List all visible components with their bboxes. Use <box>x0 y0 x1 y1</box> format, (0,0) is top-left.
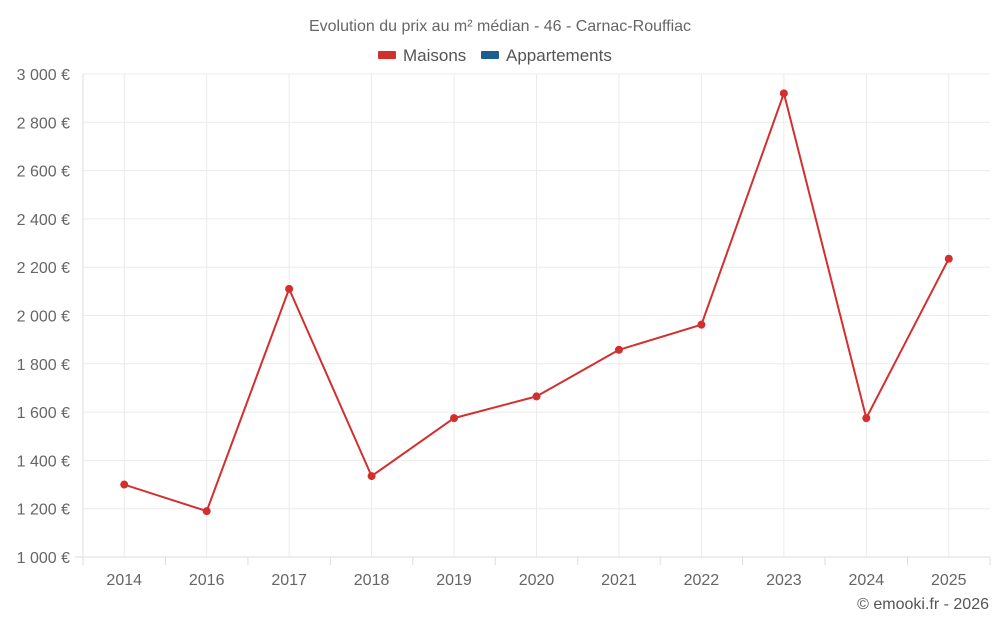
credit-text: © emooki.fr - 2026 <box>857 596 989 613</box>
data-point-maisons-2022[interactable] <box>697 320 706 329</box>
y-tick-labels: 1 000 € 1 200 € 1 400 € 1 600 € 1 800 € 2 000… <box>17 67 70 567</box>
x-tick-label: 2023 <box>766 572 802 589</box>
y-tick-label: 1 600 € <box>17 405 70 422</box>
data-point-maisons-2024[interactable] <box>862 414 871 423</box>
data-point-maisons-2014[interactable] <box>120 480 129 489</box>
y-tick-label: 1 800 € <box>17 357 70 374</box>
x-tick-labels: 2014 2016 2017 2018 2019 2020 2021 2022 2023 2024… <box>106 572 966 589</box>
chart-title: Evolution du prix au m² médian - 46 - Ca… <box>309 18 691 35</box>
x-tick-label: 2024 <box>849 572 885 589</box>
series-maisons <box>120 89 953 516</box>
y-tick-label: 1 400 € <box>17 453 70 470</box>
data-point-maisons-2023[interactable] <box>779 89 788 98</box>
y-tick-label: 1 200 € <box>17 502 70 519</box>
grid <box>83 73 990 557</box>
data-point-maisons-2019[interactable] <box>450 414 459 423</box>
data-point-maisons-2020[interactable] <box>532 392 541 401</box>
legend-swatch-maisons <box>378 51 396 59</box>
chart-legend: Maisons Appartements <box>378 46 612 65</box>
data-point-maisons-2021[interactable] <box>614 345 623 354</box>
data-point-maisons-2016[interactable] <box>202 507 211 516</box>
y-tick-label: 2 600 € <box>17 164 70 181</box>
x-tick-label: 2017 <box>271 572 307 589</box>
x-tick-label: 2022 <box>684 572 720 589</box>
data-point-maisons-2018[interactable] <box>367 472 376 481</box>
y-tick-label: 2 800 € <box>17 115 70 132</box>
data-point-maisons-2025[interactable] <box>944 254 953 263</box>
legend-label-appartements: Appartements <box>506 46 612 65</box>
x-tick-label: 2016 <box>189 572 225 589</box>
x-tick-label: 2018 <box>354 572 390 589</box>
legend-swatch-appartements <box>481 51 499 59</box>
legend-item-appartements[interactable]: Appartements <box>481 46 612 65</box>
legend-item-maisons[interactable]: Maisons <box>378 46 466 65</box>
y-tick-label: 2 200 € <box>17 260 70 277</box>
legend-label-maisons: Maisons <box>403 46 466 65</box>
data-point-maisons-2017[interactable] <box>285 284 294 293</box>
x-tick-label: 2014 <box>106 572 142 589</box>
x-tick-label: 2019 <box>436 572 472 589</box>
x-tick-label: 2025 <box>931 572 967 589</box>
x-tick-label: 2020 <box>519 572 555 589</box>
axes <box>75 74 991 565</box>
y-tick-label: 1 000 € <box>17 550 70 567</box>
x-tick-label: 2021 <box>601 572 637 589</box>
y-tick-label: 3 000 € <box>17 67 70 84</box>
y-tick-label: 2 400 € <box>17 212 70 229</box>
y-tick-label: 2 000 € <box>17 309 70 326</box>
